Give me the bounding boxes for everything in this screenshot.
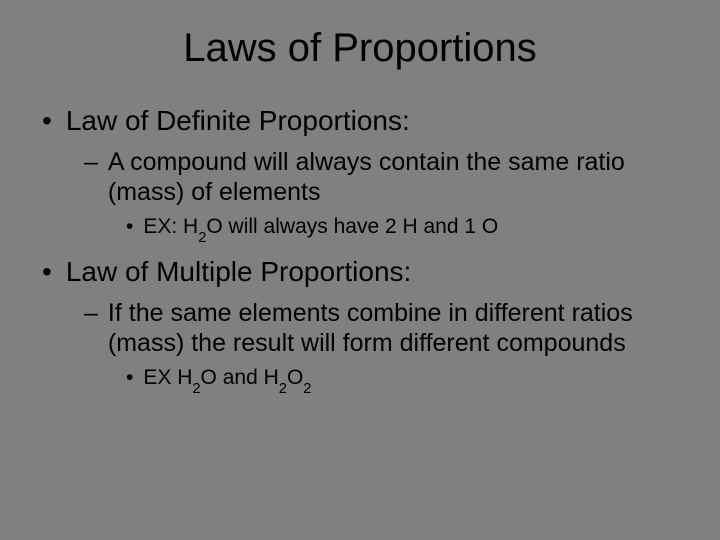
bullet-text: EX: H2O will always have 2 H and 1 O bbox=[143, 215, 498, 242]
bullet-text: A compound will always contain the same … bbox=[108, 147, 690, 207]
bullet-marker: • bbox=[126, 366, 133, 393]
bullet-text: Law of Definite Proportions: bbox=[66, 105, 410, 137]
bullet-marker: • bbox=[126, 215, 133, 242]
bullet-level1: • Law of Multiple Proportions: bbox=[42, 256, 690, 288]
bullet-marker: – bbox=[84, 298, 98, 358]
slide: Laws of Proportions • Law of Definite Pr… bbox=[0, 0, 720, 540]
bullet-text: EX H2O and H2O2 bbox=[143, 366, 311, 393]
bullet-text: If the same elements combine in differen… bbox=[108, 298, 690, 358]
bullet-level3: • EX: H2O will always have 2 H and 1 O bbox=[126, 215, 690, 242]
bullet-marker: • bbox=[42, 256, 52, 288]
bullet-marker: – bbox=[84, 147, 98, 207]
bullet-level3: • EX H2O and H2O2 bbox=[126, 366, 690, 393]
bullet-level1: • Law of Definite Proportions: bbox=[42, 105, 690, 137]
slide-title: Laws of Proportions bbox=[30, 26, 690, 71]
bullet-level2: – A compound will always contain the sam… bbox=[84, 147, 690, 207]
bullet-marker: • bbox=[42, 105, 52, 137]
bullet-level2: – If the same elements combine in differ… bbox=[84, 298, 690, 358]
bullet-text: Law of Multiple Proportions: bbox=[66, 256, 412, 288]
